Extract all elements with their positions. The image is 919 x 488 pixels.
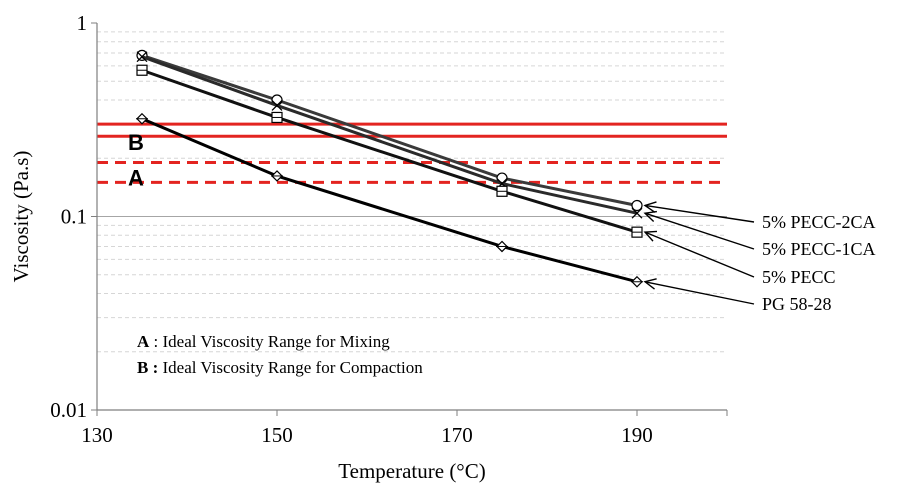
x-tick-label: 150 xyxy=(261,423,293,447)
y-tick-label: 0.01 xyxy=(50,398,87,422)
note-line: A : Ideal Viscosity Range for Mixing xyxy=(137,332,390,351)
callout-arrow-line xyxy=(644,231,755,278)
callout-arrow-head xyxy=(643,230,658,242)
data-point-cross xyxy=(136,51,148,63)
note-key: B : xyxy=(137,358,158,377)
series-layer xyxy=(136,49,643,288)
band-letter-b: B xyxy=(128,130,144,155)
callout-arrow-line xyxy=(644,212,755,250)
y-tick-label: 0.1 xyxy=(61,205,87,229)
callout-arrow-line xyxy=(644,204,755,223)
data-point-cross xyxy=(271,99,283,111)
note-text: Ideal Viscosity Range for Compaction xyxy=(158,358,423,377)
series-label: 5% PECC-1CA xyxy=(762,239,876,259)
axes: 130 150 170 190 0.01 0.1 1 xyxy=(50,11,728,447)
y-axis-title: Viscosity (Pa.s) xyxy=(9,151,33,283)
note-key: A xyxy=(137,332,150,351)
callout-arrow-head xyxy=(643,210,657,223)
series-label: 5% PECC-2CA xyxy=(762,212,876,232)
series-label: PG 58-28 xyxy=(762,294,832,314)
series-label: 5% PECC xyxy=(762,267,836,287)
callout-arrow-head xyxy=(643,278,657,290)
reference-lines xyxy=(97,122,727,184)
series-line xyxy=(141,68,638,234)
x-tick-label: 130 xyxy=(81,423,113,447)
callout-arrow-line xyxy=(644,281,755,305)
series-line xyxy=(141,117,638,284)
callout-arrow-head xyxy=(643,201,657,213)
x-tick-label: 170 xyxy=(441,423,473,447)
series-line xyxy=(141,55,638,215)
note-text: : Ideal Viscosity Range for Mixing xyxy=(149,332,390,351)
y-tick-label: 1 xyxy=(77,11,88,35)
band-letter-a: A xyxy=(128,166,144,191)
x-axis-title: Temperature (°C) xyxy=(338,459,485,483)
data-point-circle xyxy=(631,199,643,212)
note-line: B : Ideal Viscosity Range for Compaction xyxy=(137,358,423,377)
x-tick-label: 190 xyxy=(621,423,653,447)
data-point-cross xyxy=(631,207,643,219)
series-line xyxy=(141,53,638,207)
